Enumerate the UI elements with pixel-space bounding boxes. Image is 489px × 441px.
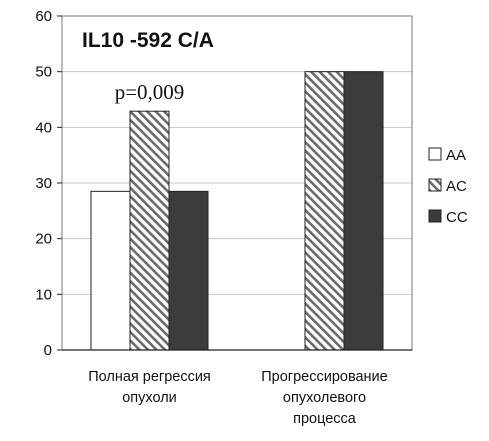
legend-swatch-aa — [428, 147, 442, 161]
bar-cc-1 — [168, 190, 209, 351]
y-tick-label: 60 — [35, 8, 52, 25]
category-labels: Полная регрессия опухоли Прогрессирование о… — [88, 369, 388, 427]
legend-label-ac: AC — [446, 178, 467, 195]
category-label-line: опухолевого — [283, 390, 366, 406]
chart-title: IL10 -592 C/A — [82, 29, 214, 52]
p-value-annotation: p=0,009 — [115, 80, 185, 104]
y-tick-label: 10 — [35, 286, 52, 303]
bar-cc-2 — [343, 71, 384, 351]
category-label-line: Прогрессирование — [261, 369, 387, 385]
legend-label-cc: CC — [446, 209, 468, 226]
bars — [90, 71, 384, 351]
y-tick-label: 20 — [35, 231, 52, 248]
bar-ac-2 — [304, 71, 345, 351]
bar-ac-1 — [129, 110, 170, 351]
y-tick-label: 30 — [35, 175, 52, 192]
y-axis-ticks: 0 10 20 30 40 50 60 — [35, 8, 62, 359]
category-label-line: процесса — [293, 411, 357, 427]
category-label-line: Полная регрессия — [88, 369, 211, 385]
legend-swatch-ac — [428, 178, 442, 192]
y-tick-label: 0 — [44, 342, 52, 359]
bar-aa-1 — [90, 190, 131, 351]
legend: AA AC CC — [428, 147, 468, 226]
legend-swatch-cc — [428, 209, 442, 223]
legend-label-aa: AA — [446, 147, 466, 164]
category-label-line: опухоли — [122, 390, 177, 406]
y-tick-label: 40 — [35, 119, 52, 136]
y-tick-label: 50 — [35, 64, 52, 81]
